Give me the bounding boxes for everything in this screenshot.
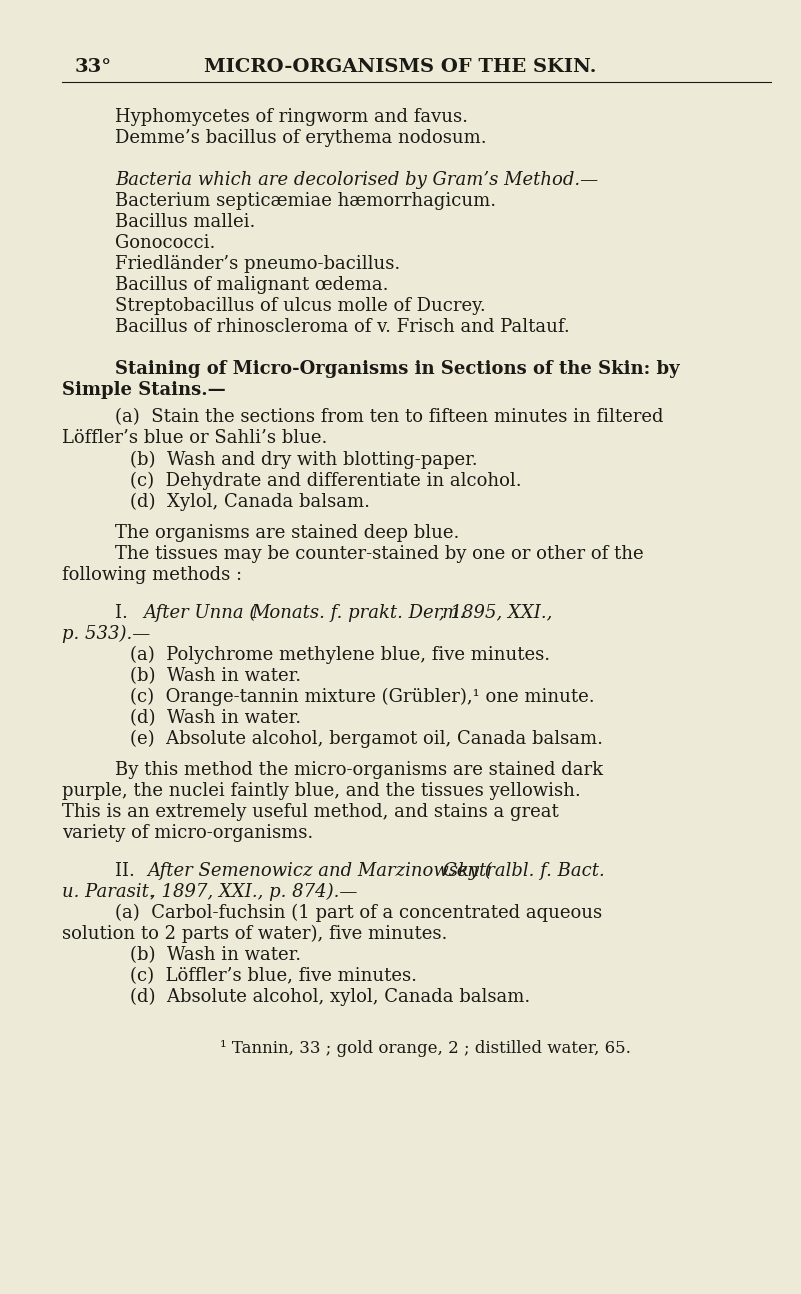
Text: After Unna (: After Unna (: [143, 603, 256, 622]
Text: Streptobacillus of ulcus molle of Ducrey.: Streptobacillus of ulcus molle of Ducrey…: [115, 298, 485, 314]
Text: following methods :: following methods :: [62, 565, 242, 584]
Text: (a)  Stain the sections from ten to fifteen minutes in filtered: (a) Stain the sections from ten to fifte…: [115, 409, 663, 426]
Text: , 1897, XXI., p. 874).—: , 1897, XXI., p. 874).—: [150, 883, 357, 901]
Text: Staining of Micro-Organisms in Sections of the Skin: by: Staining of Micro-Organisms in Sections …: [115, 360, 679, 378]
Text: I.: I.: [115, 603, 134, 621]
Text: 33°: 33°: [75, 58, 112, 76]
Text: (b)  Wash in water.: (b) Wash in water.: [130, 666, 301, 685]
Text: u. Parasit.: u. Parasit.: [62, 883, 155, 901]
Text: (a)  Carbol-fuchsin (1 part of a concentrated aqueous: (a) Carbol-fuchsin (1 part of a concentr…: [115, 905, 602, 923]
Text: Gonococci.: Gonococci.: [115, 234, 215, 252]
Text: Bacteria which are decolorised by Gram’s Method.—: Bacteria which are decolorised by Gram’s…: [115, 171, 598, 189]
Text: Simple Stains.—: Simple Stains.—: [62, 380, 226, 399]
Text: The organisms are stained deep blue.: The organisms are stained deep blue.: [115, 524, 460, 542]
Text: After Semenowicz and Marzinowsky (: After Semenowicz and Marzinowsky (: [147, 862, 492, 880]
Text: ¹ Tannin, 33 ; gold orange, 2 ; distilled water, 65.: ¹ Tannin, 33 ; gold orange, 2 ; distille…: [220, 1040, 631, 1057]
Text: (c)  Löffler’s blue, five minutes.: (c) Löffler’s blue, five minutes.: [130, 967, 417, 985]
Text: The tissues may be counter-stained by one or other of the: The tissues may be counter-stained by on…: [115, 545, 644, 563]
Text: purple, the nuclei faintly blue, and the tissues yellowish.: purple, the nuclei faintly blue, and the…: [62, 782, 581, 800]
Text: variety of micro-organisms.: variety of micro-organisms.: [62, 824, 313, 842]
Text: Bacillus mallei.: Bacillus mallei.: [115, 214, 256, 232]
Text: Hyphomycetes of ringworm and favus.: Hyphomycetes of ringworm and favus.: [115, 107, 468, 126]
Text: (d)  Xylol, Canada balsam.: (d) Xylol, Canada balsam.: [130, 492, 370, 511]
Text: Centralbl. f. Bact.: Centralbl. f. Bact.: [443, 862, 605, 880]
Text: Bacterium septicæmiae hæmorrhagicum.: Bacterium septicæmiae hæmorrhagicum.: [115, 192, 496, 210]
Text: solution to 2 parts of water), five minutes.: solution to 2 parts of water), five minu…: [62, 925, 448, 943]
Text: (b)  Wash in water.: (b) Wash in water.: [130, 946, 301, 964]
Text: Monats. f. prakt. Derm.: Monats. f. prakt. Derm.: [251, 603, 465, 621]
Text: (c)  Orange-tannin mixture (Grübler),¹ one minute.: (c) Orange-tannin mixture (Grübler),¹ on…: [130, 687, 594, 705]
Text: p. 533).—: p. 533).—: [62, 625, 151, 643]
Text: MICRO-ORGANISMS OF THE SKIN.: MICRO-ORGANISMS OF THE SKIN.: [203, 58, 596, 76]
Text: (c)  Dehydrate and differentiate in alcohol.: (c) Dehydrate and differentiate in alcoh…: [130, 471, 521, 489]
Text: Demme’s bacillus of erythema nodosum.: Demme’s bacillus of erythema nodosum.: [115, 129, 487, 148]
Text: (e)  Absolute alcohol, bergamot oil, Canada balsam.: (e) Absolute alcohol, bergamot oil, Cana…: [130, 730, 603, 748]
Text: This is an extremely useful method, and stains a great: This is an extremely useful method, and …: [62, 804, 559, 822]
Text: (d)  Absolute alcohol, xylol, Canada balsam.: (d) Absolute alcohol, xylol, Canada bals…: [130, 987, 530, 1007]
Text: II.: II.: [115, 862, 141, 880]
Text: , 1895, XXI.,: , 1895, XXI.,: [439, 603, 553, 621]
Text: (b)  Wash and dry with blotting-paper.: (b) Wash and dry with blotting-paper.: [130, 450, 477, 468]
Text: By this method the micro-organisms are stained dark: By this method the micro-organisms are s…: [115, 761, 603, 779]
Text: (a)  Polychrome methylene blue, five minutes.: (a) Polychrome methylene blue, five minu…: [130, 646, 550, 664]
Text: (d)  Wash in water.: (d) Wash in water.: [130, 709, 301, 727]
Text: Friedländer’s pneumo-bacillus.: Friedländer’s pneumo-bacillus.: [115, 255, 400, 273]
Text: Bacillus of rhinoscleroma of v. Frisch and Paltauf.: Bacillus of rhinoscleroma of v. Frisch a…: [115, 318, 570, 336]
Text: Bacillus of malignant œdema.: Bacillus of malignant œdema.: [115, 276, 388, 294]
Text: Löffler’s blue or Sahli’s blue.: Löffler’s blue or Sahli’s blue.: [62, 430, 328, 448]
